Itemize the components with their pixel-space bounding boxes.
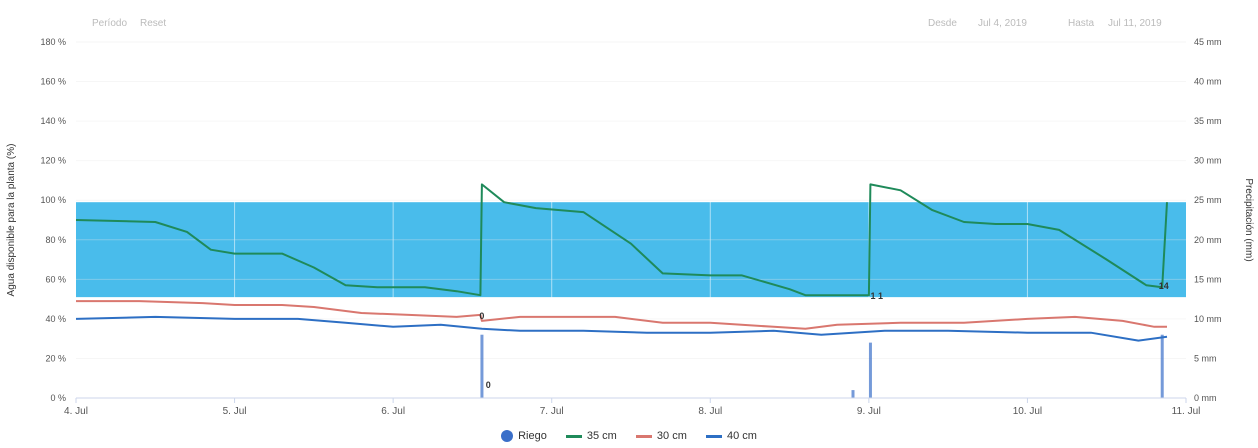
legend-40cm-label: 40 cm <box>726 430 757 443</box>
data-label: 14 <box>1159 281 1169 291</box>
chart-canvas: 4. Jul 5. Jul 6. Jul 7. Jul 8. Jul 9. Jul 10. … <box>6 37 1254 417</box>
x-tick-label: 10. Jul <box>1013 406 1042 417</box>
riego-bar[interactable] <box>480 334 484 398</box>
riego-bar[interactable] <box>868 342 872 398</box>
x-tick-label: 11. Jul <box>1172 406 1201 417</box>
y-tick-label-right: 40 mm <box>1194 77 1222 87</box>
date-from-input[interactable]: Jul 4, 2019 <box>978 18 1027 29</box>
legend-item-35cm[interactable]: 35 cm <box>565 430 617 443</box>
riego-bar[interactable] <box>1160 334 1164 398</box>
y-tick-label-left: 120 % <box>40 156 66 166</box>
y-tick-label-right: 10 mm <box>1194 314 1222 324</box>
riego-bars <box>480 334 1164 398</box>
legend-riego-symbol <box>501 430 514 443</box>
legend-item-riego[interactable]: Riego <box>501 430 547 443</box>
axes: 4. Jul 5. Jul 6. Jul 7. Jul 8. Jul 9. Jul 10. … <box>40 37 1221 417</box>
y-tick-label-left: 180 % <box>40 37 66 47</box>
zoom-label: Período <box>92 18 128 29</box>
y-tick-label-left: 100 % <box>40 195 66 205</box>
y-axis-title-left: Agua disponible para la planta (%) <box>6 144 17 297</box>
y-tick-label-right: 25 mm <box>1194 195 1222 205</box>
reset-zoom-button[interactable]: Reset <box>140 18 167 29</box>
y-tick-label-right: 20 mm <box>1194 235 1222 245</box>
y-tick-label-left: 140 % <box>40 116 66 126</box>
data-labels: 0 0 1 1 14 <box>479 281 1168 390</box>
y-tick-label-right: 15 mm <box>1194 274 1222 284</box>
x-tick-label: 9. Jul <box>857 406 881 417</box>
legend-35cm-label: 35 cm <box>586 430 617 443</box>
legend-item-40cm[interactable]: 40 cm <box>705 430 757 443</box>
legend-35cm-symbol <box>565 434 582 438</box>
y-tick-label-right: 45 mm <box>1194 37 1222 47</box>
y-tick-label-left: 60 % <box>45 274 66 284</box>
series-lines <box>75 183 1168 342</box>
y-tick-label-left: 80 % <box>45 235 66 245</box>
legend-item-30cm[interactable]: 30 cm <box>635 430 687 443</box>
date-to-input[interactable]: Jul 11, 2019 <box>1108 18 1162 29</box>
riego-bar[interactable] <box>851 390 855 398</box>
legend-40cm-symbol <box>705 434 722 438</box>
data-label: 1 1 <box>871 291 884 301</box>
series-line-35cm[interactable] <box>75 183 1168 297</box>
legend-30cm-label: 30 cm <box>656 430 687 443</box>
x-tick-label: 6. Jul <box>381 406 405 417</box>
legend-30cm-symbol <box>635 434 652 438</box>
y-tick-label-left: 160 % <box>40 77 66 87</box>
x-tick-label: 5. Jul <box>223 406 247 417</box>
legend: Riego 35 cm 30 cm 40 cm <box>0 430 1258 443</box>
x-tick-label: 4. Jul <box>64 406 88 417</box>
x-tick-label: 7. Jul <box>540 406 564 417</box>
y-tick-label-right: 35 mm <box>1194 116 1222 126</box>
date-to-label: Hasta <box>1068 18 1095 29</box>
y-tick-label-right: 5 mm <box>1194 353 1217 363</box>
data-label: 0 <box>479 311 484 321</box>
optimal-band <box>76 202 1186 298</box>
series-line-40cm[interactable] <box>75 315 1168 342</box>
y-tick-label-right: 0 mm <box>1194 393 1217 403</box>
x-tick-label: 8. Jul <box>698 406 722 417</box>
date-from-label: Desde <box>928 18 957 29</box>
y-tick-label-left: 20 % <box>45 353 66 363</box>
y-tick-label-left: 0 % <box>50 393 66 403</box>
legend-riego-label: Riego <box>518 430 547 443</box>
series-line-30cm[interactable] <box>76 300 1167 330</box>
optimal-band-rect <box>76 202 1186 298</box>
y-tick-label-right: 30 mm <box>1194 156 1222 166</box>
y-axis-title-right: Precipitación (mm) <box>1243 178 1254 261</box>
y-tick-label-left: 40 % <box>45 314 66 324</box>
data-label: 0 <box>486 380 491 390</box>
